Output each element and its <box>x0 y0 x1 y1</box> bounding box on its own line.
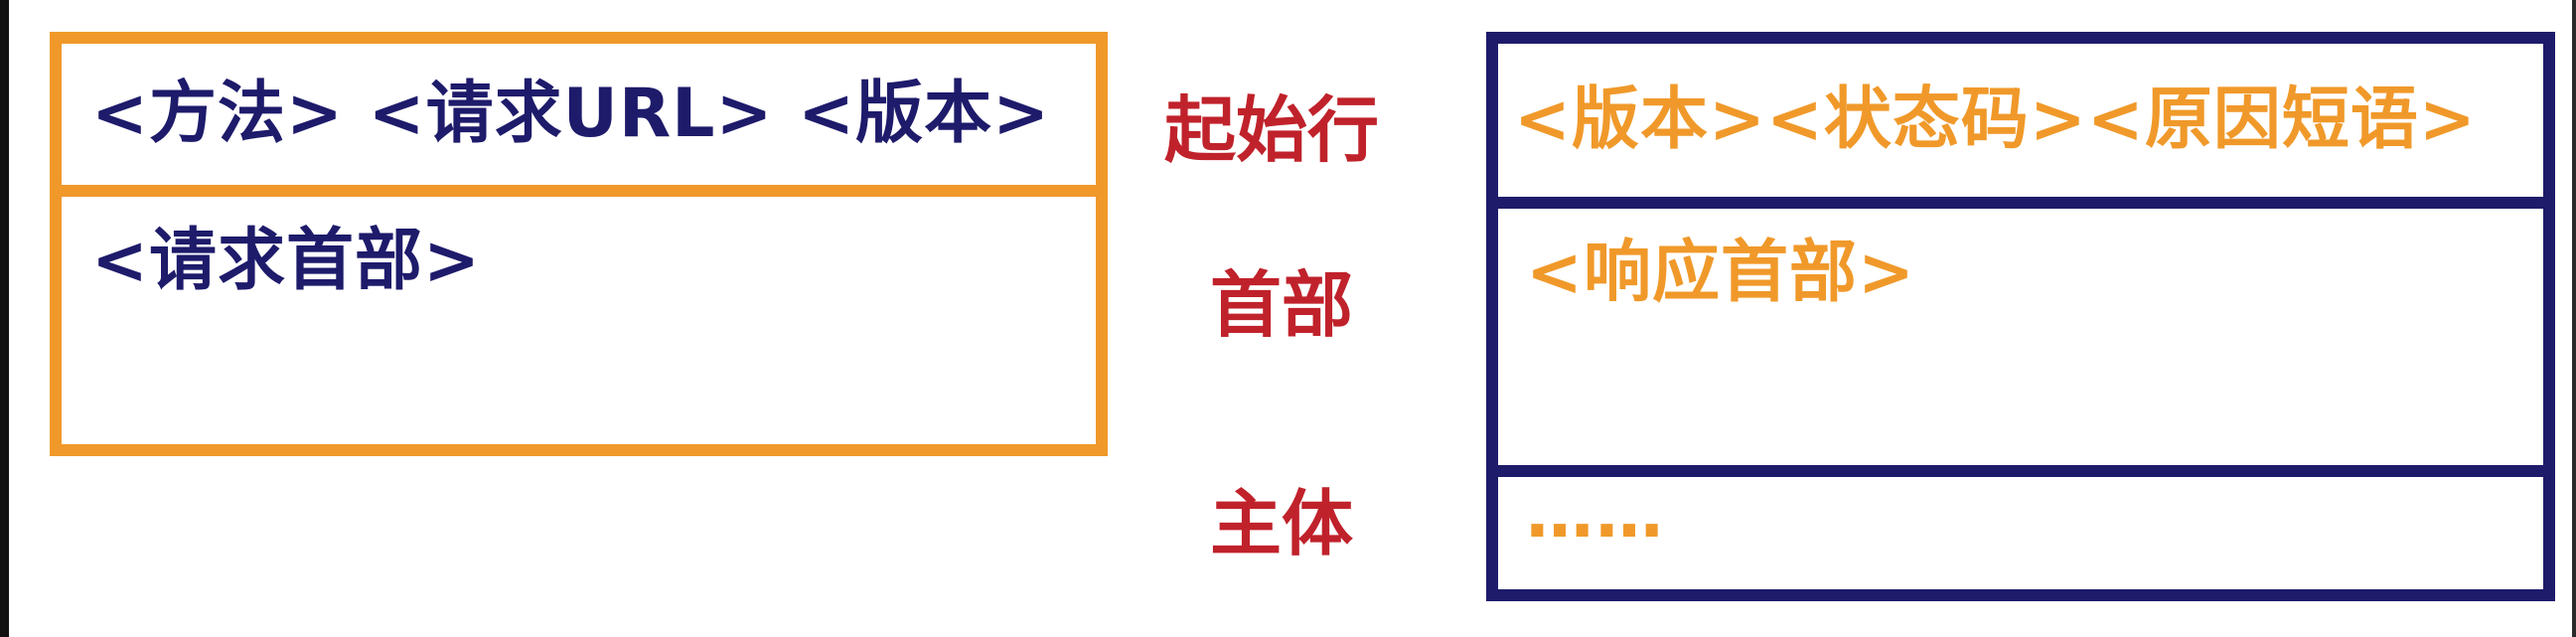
request-headers-text: <请求首部> <box>91 222 481 300</box>
request-start-line-section: <方法> <请求URL> <版本> <box>62 44 1096 197</box>
request-start-line-text: <方法> <请求URL> <版本> <box>91 74 1051 153</box>
response-body-ellipsis: …… <box>1526 475 1665 554</box>
body-label: 主体 <box>1209 482 1353 565</box>
response-message-box: <版本><状态码><原因短语> <响应首部> …… <box>1486 32 2555 601</box>
request-message-box: <方法> <请求URL> <版本> <请求首部> <box>50 32 1108 456</box>
right-edge-divider <box>2572 0 2576 637</box>
response-headers-text: <响应首部> <box>1526 234 1915 312</box>
request-headers-section: <请求首部> <box>62 197 1096 444</box>
left-edge-divider <box>0 0 9 637</box>
start-line-label: 起始行 <box>1163 88 1379 172</box>
response-start-line-section: <版本><状态码><原因短语> <box>1498 44 2543 209</box>
response-start-line-text: <版本><状态码><原因短语> <box>1514 80 2477 159</box>
headers-label: 首部 <box>1209 263 1353 347</box>
response-body-section: …… <box>1498 477 2543 589</box>
response-headers-section: <响应首部> <box>1498 209 2543 477</box>
